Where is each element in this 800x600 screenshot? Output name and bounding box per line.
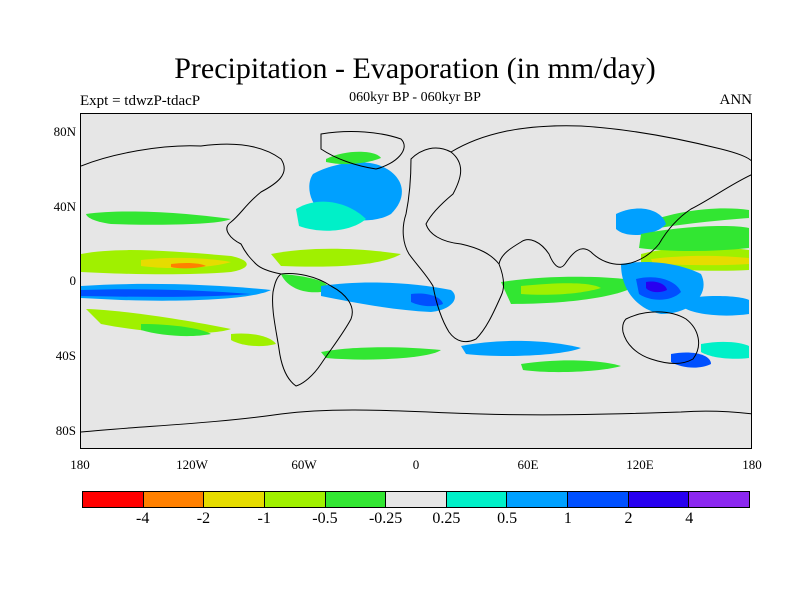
colorbar-label: -1 [257,510,271,527]
world-map [81,114,751,448]
y-label-40s: 40S [55,348,76,363]
colorbar-cell [568,492,629,507]
s-indian-green [521,360,621,373]
n-atlantic-cyan [296,201,366,231]
colorbar-cell [143,492,205,507]
s-indian-blue [461,340,581,356]
north-america-coast [81,143,285,275]
tasman-cyan [701,341,749,359]
south-america-coast [272,273,353,387]
greenland-coast [320,131,405,170]
colorbar-cell [689,492,750,507]
maritime-purple [646,281,667,293]
n-pacific-green [86,211,231,225]
colorbar-label: 2 [624,510,633,527]
s-atlantic-green [281,274,328,293]
season-label: ANN [719,92,753,108]
itcz-pacific-yellow [141,257,231,269]
colorbar-label: 1 [563,510,572,527]
colorbar-label: 4 [685,510,694,527]
itcz-wpac-yellow-core [651,255,749,266]
y-label-80s: 80S [55,423,76,438]
plot-subtitle: 060kyr BP - 060kyr BP [349,90,481,105]
colorbar-cell [446,492,508,507]
map-panel [80,113,752,449]
x-label-180w: 180 [70,457,90,472]
colorbar-cell [83,492,144,507]
colorbar-label: -4 [136,510,150,527]
itcz-pacific-red [171,262,206,269]
se-pacific-green [231,333,276,347]
asia-coast [450,125,751,268]
y-label-40n: 40N [53,199,76,214]
x-label-180e: 180 [742,457,762,472]
s-pacific-blue [681,296,749,316]
atlantic-itcz-green [271,248,401,267]
x-label-120e: 120E [626,457,654,472]
colorbar-cell [325,492,387,507]
colorbar-cell [264,492,326,507]
colorbar-label: -0.25 [368,510,403,527]
indian-ocean-yellow [521,283,601,295]
colorbar [82,491,750,508]
australia-coast [622,311,700,364]
s-atlantic-40s-green [321,347,441,360]
colorbar-cell [628,492,690,507]
x-label-0: 0 [412,457,420,472]
y-label-80n: 80N [53,124,76,139]
antarctica-coast [81,409,751,433]
x-label-60w: 60W [291,457,317,472]
s-pacific-green [86,309,231,334]
coastlines [81,125,751,433]
colorbar-label: -0.5 [312,510,338,527]
nw-pacific-blue [616,208,666,236]
colorbar-cell [507,492,569,507]
y-label-0: 0 [69,273,77,288]
x-label-120w: 120W [176,457,208,472]
colorbar-label: 0.5 [497,510,518,527]
eq-pacific-darkblue [81,289,251,297]
nw-pacific-green [641,208,749,230]
experiment-label: Expt = tdwzP-tdacP [80,93,201,109]
colorbar-label: 0.25 [432,510,461,527]
plot-title: Precipitation - Evaporation (in mm/day) [174,52,656,85]
s-pacific-green-2 [141,324,211,337]
europe-africa-coast [402,147,505,343]
colorbar-cell [204,492,265,507]
colorbar-cell [386,492,447,507]
x-label-60e: 60E [517,457,539,472]
colorbar-label: -2 [196,510,211,527]
greenland-green [326,151,381,165]
